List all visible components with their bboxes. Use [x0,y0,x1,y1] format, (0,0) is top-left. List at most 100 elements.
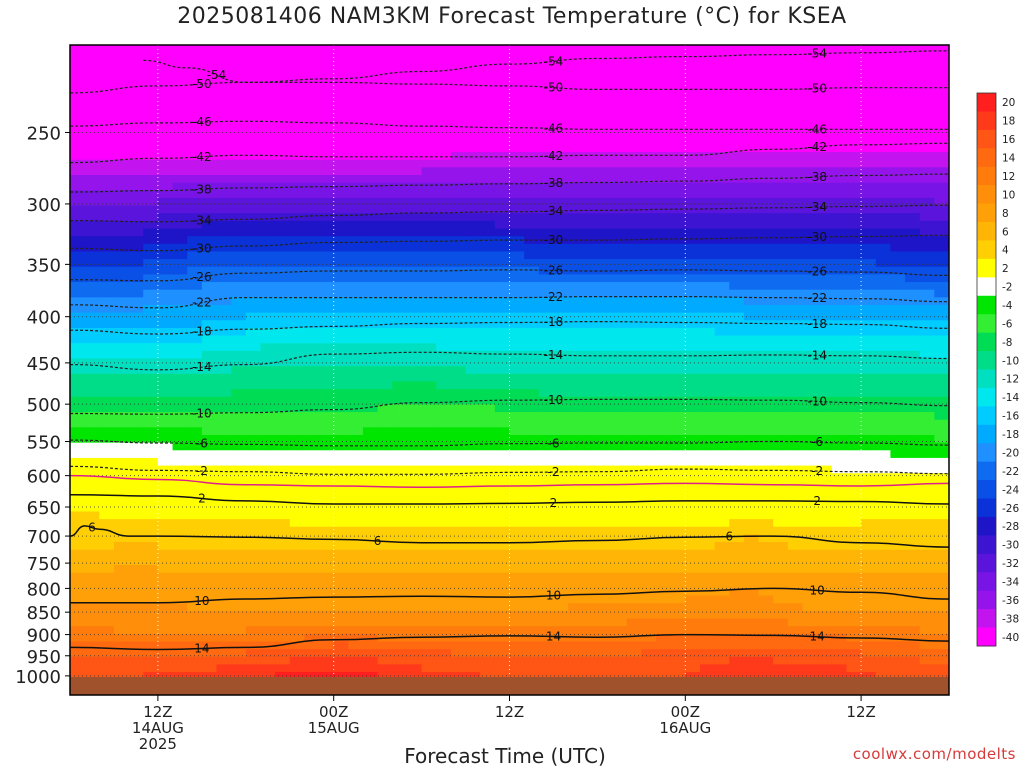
temperature-cell [289,373,305,383]
temperature-cell [99,549,115,558]
temperature-cell [304,580,320,589]
temperature-cell [612,427,628,436]
temperature-cell [656,389,672,398]
temperature-cell [157,435,174,444]
temperature-cell [289,52,305,61]
temperature-cell [289,572,305,581]
temperature-cell [436,175,452,184]
temperature-cell [157,282,174,291]
temperature-cell [480,113,496,123]
temperature-cell [260,320,276,329]
temperature-cell [201,603,218,612]
temperature-cell [348,633,364,643]
temperature-cell [846,213,862,222]
temperature-cell [509,496,525,505]
temperature-cell [172,113,188,123]
temperature-cell [817,404,833,413]
temperature-cell [568,312,584,321]
temperature-cell [172,457,188,467]
temperature-cell [729,297,745,306]
temperature-cell [406,641,423,650]
temperature-cell [890,534,906,543]
temperature-cell [143,67,159,77]
temperature-cell [275,442,291,451]
temperature-cell [919,618,935,627]
temperature-cell [875,144,891,153]
temperature-cell [377,90,393,100]
temperature-cell [187,557,203,566]
temperature-cell [84,465,100,474]
temperature-cell [201,197,218,207]
temperature-cell [509,98,525,107]
temperature-cell [275,175,291,184]
temperature-cell [626,220,642,230]
temperature-cell [817,220,833,230]
temperature-cell [934,282,949,291]
temperature-cell [670,98,686,107]
temperature-cell [905,190,921,199]
temperature-cell [245,557,262,566]
temperature-cell [245,52,262,61]
temperature-cell [612,519,628,528]
temperature-cell [656,266,672,276]
temperature-cell [538,473,555,482]
temperature-cell [494,534,511,543]
temperature-cell [392,152,408,161]
temperature-cell [245,205,262,214]
temperature-cell [802,442,818,451]
temperature-cell [363,610,379,620]
temperature-cell [670,649,686,658]
temperature-cell [113,220,130,230]
temperature-cell [99,618,115,627]
temperature-cell [201,251,218,260]
temperature-cell [113,175,130,184]
temperature-cell [450,175,467,184]
temperature-cell [656,457,672,467]
temperature-cell [699,572,716,581]
temperature-cell [201,465,218,474]
temperature-cell [216,136,232,146]
temperature-cell [568,320,584,329]
temperature-cell [450,649,467,658]
temperature-cell [846,305,862,314]
temperature-cell [245,427,262,436]
temperature-cell [802,152,818,161]
temperature-cell [773,526,789,536]
temperature-cell [699,580,716,589]
temperature-cell [363,373,379,383]
temperature-cell [289,228,305,237]
temperature-cell [524,496,540,505]
temperature-cell [553,565,569,574]
temperature-cell [319,121,335,130]
temperature-cell [729,587,745,597]
temperature-cell [377,297,393,306]
temperature-cell [905,75,921,84]
temperature-cell [421,526,437,536]
temperature-cell [392,519,408,528]
temperature-cell [773,305,789,314]
temperature-cell [568,649,584,658]
temperature-cell [553,251,569,260]
temperature-cell [714,641,730,650]
temperature-cell [260,243,276,253]
temperature-cell [524,626,540,635]
temperature-cell [406,457,423,467]
temperature-cell [787,236,804,245]
temperature-cell [245,113,262,123]
temperature-cell [626,182,642,191]
temperature-cell [157,236,174,245]
temperature-cell [84,480,100,490]
temperature-cell [524,427,540,436]
temperature-cell [817,549,833,558]
temperature-cell [685,396,701,406]
temperature-cell [582,580,598,589]
temperature-cell [70,282,86,291]
temperature-cell [275,320,291,329]
temperature-cell [421,389,437,398]
temperature-cell [875,113,891,123]
temperature-cell [450,282,467,291]
temperature-cell [245,327,262,337]
temperature-cell [319,175,335,184]
temperature-cell [875,656,891,666]
temperature-cell [216,381,232,390]
